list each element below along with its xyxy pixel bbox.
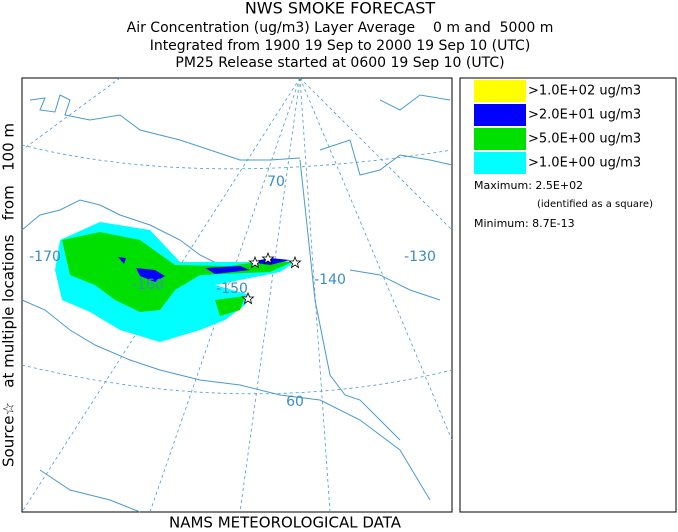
legend-swatch <box>474 104 526 126</box>
maximum-note: (identified as a square) <box>537 199 653 210</box>
map-label: 60 <box>286 394 304 410</box>
sources <box>241 251 302 305</box>
footer: NAMS METEOROLOGICAL DATA <box>169 514 402 532</box>
title: NWS SMOKE FORECAST <box>245 0 436 18</box>
legend-swatch <box>474 80 526 102</box>
map: -170 -160 -150 -140 -130 70 60 <box>21 77 453 513</box>
map-label: -160 <box>132 277 164 293</box>
minimum: Minimum: 8.7E-13 <box>474 217 575 230</box>
legend-label: >5.0E+00 ug/m3 <box>528 132 641 147</box>
map-label: -130 <box>404 249 436 265</box>
legend-label: >1.0E+02 ug/m3 <box>528 84 641 99</box>
map-label: -150 <box>216 281 248 297</box>
legend-swatch <box>474 152 526 174</box>
side-label: Source☆ at multiple locations from 100 m <box>0 123 18 467</box>
legend-frame <box>459 77 677 513</box>
plume <box>55 222 295 342</box>
legend-label: >1.0E+00 ug/m3 <box>528 156 641 171</box>
subtitle: Integrated from 1900 19 Sep to 2000 19 S… <box>150 38 531 54</box>
maximum: Maximum: 2.5E+02 <box>474 179 583 192</box>
subtitle: PM25 Release started at 0600 19 Sep 10 (… <box>175 55 504 71</box>
map-label: 70 <box>267 174 285 190</box>
legend: >1.0E+02 ug/m3 >2.0E+01 ug/m3 >5.0E+00 ug/… <box>474 80 641 174</box>
map-label: -140 <box>314 272 346 288</box>
map-label: -170 <box>29 249 61 265</box>
legend-swatch <box>474 128 526 150</box>
legend-label: >2.0E+01 ug/m3 <box>528 108 641 123</box>
subtitle: Air Concentration (ug/m3) Layer Average … <box>127 20 554 36</box>
